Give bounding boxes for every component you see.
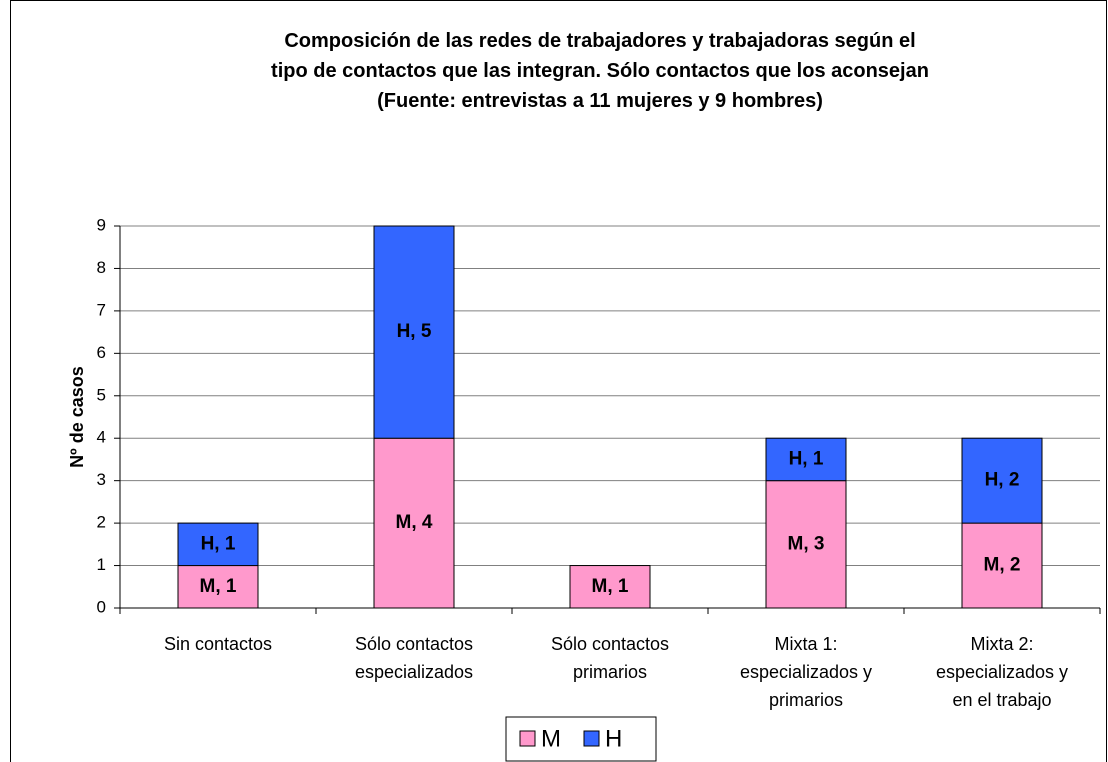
y-axis-label: Nº de casos bbox=[67, 366, 87, 468]
y-tick-label: 7 bbox=[97, 300, 106, 319]
legend-swatch bbox=[519, 730, 536, 747]
data-label: M, 1 bbox=[200, 576, 237, 597]
x-tick-label: Sin contactos bbox=[164, 634, 272, 654]
y-tick-label: 9 bbox=[97, 215, 106, 234]
x-tick-label: Mixta 1: especializados y primarios bbox=[740, 634, 872, 710]
y-tick-label: 1 bbox=[97, 555, 106, 574]
data-label: H, 1 bbox=[201, 533, 236, 554]
data-label: M, 2 bbox=[984, 555, 1021, 576]
y-tick-label: 2 bbox=[97, 513, 106, 532]
y-tick-label: 6 bbox=[97, 343, 106, 362]
x-tick-label: Mixta 2: especializados y en el trabajo bbox=[936, 634, 1068, 710]
legend-swatch bbox=[583, 730, 600, 747]
y-tick-label: 0 bbox=[97, 597, 106, 616]
data-label: H, 2 bbox=[985, 470, 1020, 491]
y-tick-label: 5 bbox=[97, 385, 106, 404]
bar-segment bbox=[961, 437, 1043, 524]
bar-segment bbox=[765, 480, 847, 609]
chart-frame bbox=[10, 0, 1107, 762]
bar-segment bbox=[961, 522, 1043, 609]
bar-segment bbox=[765, 437, 847, 482]
data-label: H, 5 bbox=[397, 321, 432, 342]
legend-label: H bbox=[605, 725, 622, 752]
bar-segment bbox=[373, 225, 455, 439]
bar-segment bbox=[373, 437, 455, 609]
x-tick-label: Sólo contactos primarios bbox=[551, 634, 669, 682]
chart-title: Composición de las redes de trabajadores… bbox=[271, 30, 929, 112]
data-label: M, 3 bbox=[788, 533, 825, 554]
y-tick-label: 4 bbox=[97, 428, 106, 447]
x-tick-label: Sólo contactos especializados bbox=[355, 634, 473, 682]
data-label: M, 4 bbox=[396, 512, 433, 533]
legend-label: M bbox=[541, 725, 561, 752]
y-tick-label: 8 bbox=[97, 258, 106, 277]
bar-segment bbox=[177, 522, 259, 567]
data-label: M, 1 bbox=[592, 576, 629, 597]
data-label: H, 1 bbox=[789, 448, 824, 469]
bar-segment bbox=[569, 565, 651, 609]
y-tick-label: 3 bbox=[97, 470, 106, 489]
